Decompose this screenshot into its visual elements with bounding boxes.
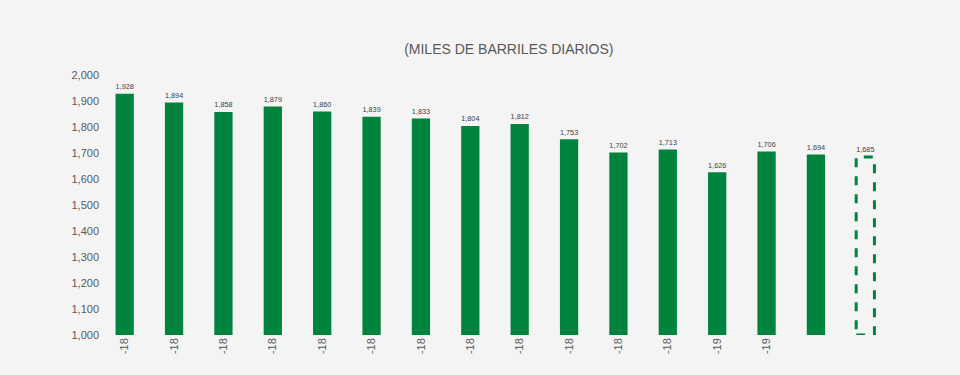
svg-text:2,000: 2,000: [71, 69, 99, 81]
svg-text:1,879: 1,879: [264, 95, 282, 104]
svg-text:1,928: 1,928: [116, 82, 134, 91]
svg-text:-19: -19: [711, 338, 723, 354]
svg-text:1,200: 1,200: [71, 277, 99, 289]
svg-text:1,500: 1,500: [71, 199, 99, 211]
svg-text:1,900: 1,900: [71, 95, 99, 107]
svg-text:-18: -18: [661, 338, 673, 354]
svg-text:1,860: 1,860: [313, 100, 331, 109]
svg-text:1,400: 1,400: [71, 225, 99, 237]
svg-text:1,702: 1,702: [609, 141, 627, 150]
svg-text:-19: -19: [760, 338, 772, 354]
svg-text:1,833: 1,833: [412, 107, 430, 116]
svg-text:-18: -18: [612, 338, 624, 354]
svg-text:-18: -18: [563, 338, 575, 354]
svg-text:1,800: 1,800: [71, 121, 99, 133]
svg-text:1,839: 1,839: [362, 105, 380, 114]
svg-text:1,694: 1,694: [807, 143, 825, 152]
svg-text:1,100: 1,100: [71, 303, 99, 315]
svg-text:-18: -18: [168, 338, 180, 354]
svg-text:1,894: 1,894: [165, 91, 183, 100]
svg-text:-18: -18: [316, 338, 328, 354]
svg-text:1,713: 1,713: [659, 138, 677, 147]
svg-text:-18: -18: [464, 338, 476, 354]
svg-text:1,812: 1,812: [511, 112, 529, 121]
svg-text:-18: -18: [217, 338, 229, 354]
svg-text:1,626: 1,626: [708, 161, 726, 170]
svg-text:1,700: 1,700: [71, 147, 99, 159]
svg-text:-18: -18: [266, 338, 278, 354]
svg-text:-18: -18: [415, 338, 427, 354]
svg-text:1,685: 1,685: [856, 145, 874, 154]
svg-text:1,706: 1,706: [757, 140, 775, 149]
svg-text:(MILES DE BARRILES DIARIOS): (MILES DE BARRILES DIARIOS): [404, 41, 613, 57]
svg-text:1,000: 1,000: [71, 329, 99, 341]
svg-text:1,858: 1,858: [214, 100, 232, 109]
svg-text:-18: -18: [118, 338, 130, 354]
svg-text:1,600: 1,600: [71, 173, 99, 185]
svg-text:-18: -18: [513, 338, 525, 354]
svg-text:1,804: 1,804: [461, 114, 479, 123]
svg-text:-18: -18: [365, 338, 377, 354]
svg-text:1,300: 1,300: [71, 251, 99, 263]
svg-text:1,753: 1,753: [560, 128, 578, 137]
